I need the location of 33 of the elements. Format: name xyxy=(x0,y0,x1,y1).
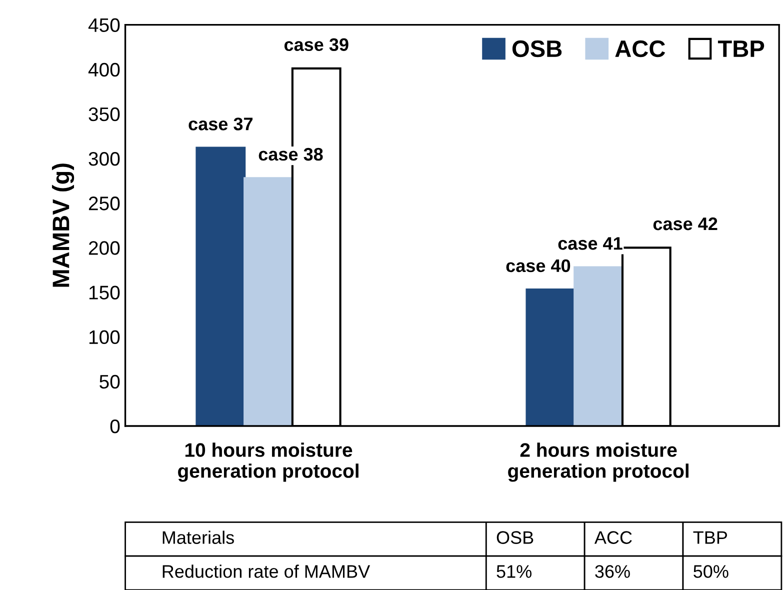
y-tick-label: 0 xyxy=(110,419,120,434)
legend-label: ACC xyxy=(615,40,666,58)
y-tick-label: 300 xyxy=(88,152,120,166)
legend-label: OSB xyxy=(512,40,562,58)
x-tick-label: 10 hours moisture generation protocol xyxy=(178,442,358,482)
text: TBP xyxy=(693,531,728,544)
annotation: case 42 xyxy=(653,217,718,230)
annotation: case 39 xyxy=(284,38,348,52)
y-axis-title: MAMBV (g) xyxy=(52,164,74,287)
y-tick-label: 200 xyxy=(88,241,120,255)
text: Materials xyxy=(162,530,234,544)
text: OSB xyxy=(496,531,534,544)
text: Reduction rate of MAMBV xyxy=(162,564,370,578)
annotation: case 37 xyxy=(188,118,253,130)
y-tick-label: 450 xyxy=(88,18,120,32)
text: 51% xyxy=(496,565,532,578)
legend-label: TBP xyxy=(718,40,764,57)
y-tick-label: 150 xyxy=(89,286,120,300)
y-tick-label: 250 xyxy=(88,196,120,210)
text: 50% xyxy=(694,565,728,578)
text: 36% xyxy=(595,565,630,578)
text: ACC xyxy=(594,531,632,544)
y-tick-label: 350 xyxy=(88,107,120,122)
y-tick-label: 100 xyxy=(89,330,120,344)
x-tick-label: 2 hours moisture generation protocol xyxy=(508,442,688,482)
bar xyxy=(526,288,576,426)
y-tick-label: 50 xyxy=(100,374,120,389)
annotation: case 38 xyxy=(258,148,323,161)
bar xyxy=(244,177,294,426)
bar xyxy=(196,146,246,426)
annotation: case 40 xyxy=(506,259,570,272)
y-tick-label: 400 xyxy=(88,62,120,77)
annotation: case 41 xyxy=(558,237,622,250)
